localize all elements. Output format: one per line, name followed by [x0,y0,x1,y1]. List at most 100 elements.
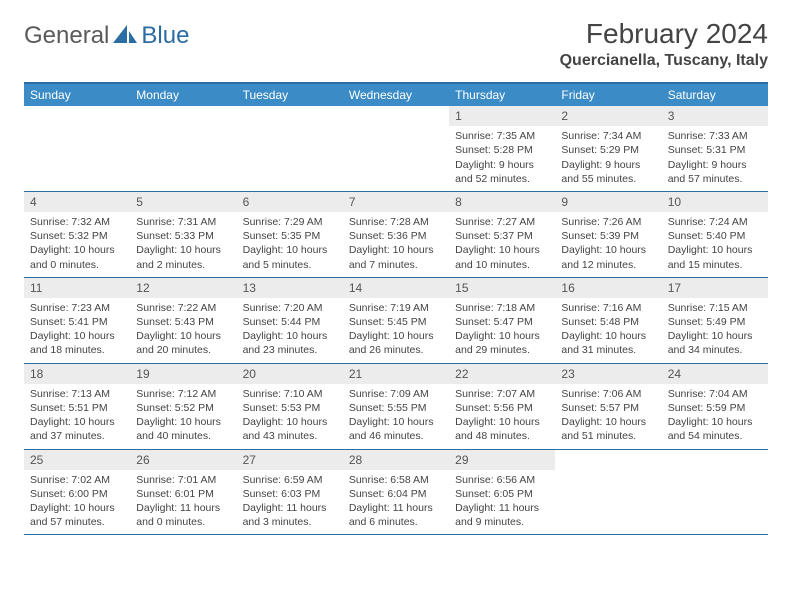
info-line: Sunrise: 7:09 AM [349,387,443,401]
info-line: Sunset: 5:31 PM [668,143,762,157]
day-cell: 0 [662,450,768,535]
info-line: Sunrise: 7:07 AM [455,387,549,401]
day-cell: 7Sunrise: 7:28 AMSunset: 5:36 PMDaylight… [343,192,449,277]
day-number: 22 [449,364,555,384]
day-cell: 25Sunrise: 7:02 AMSunset: 6:00 PMDayligh… [24,450,130,535]
info-line: and 18 minutes. [30,343,124,357]
day-info: Sunrise: 7:16 AMSunset: 5:48 PMDaylight:… [555,298,661,363]
info-line: Sunset: 5:51 PM [30,401,124,415]
day-number: 20 [237,364,343,384]
info-line: and 54 minutes. [668,429,762,443]
info-line: Sunset: 5:57 PM [561,401,655,415]
info-line: Sunrise: 7:27 AM [455,215,549,229]
info-line: Daylight: 10 hours [30,329,124,343]
day-number: 2 [555,106,661,126]
info-line: Sunrise: 7:20 AM [243,301,337,315]
info-line: Sunset: 5:55 PM [349,401,443,415]
info-line: Daylight: 10 hours [349,415,443,429]
info-line: and 2 minutes. [136,258,230,272]
day-info: Sunrise: 7:27 AMSunset: 5:37 PMDaylight:… [449,212,555,277]
header: General Blue February 2024 Quercianella,… [24,18,768,70]
info-line: Sunrise: 7:23 AM [30,301,124,315]
info-line: and 29 minutes. [455,343,549,357]
logo-sail-icon [113,23,139,50]
day-number: 8 [449,192,555,212]
info-line: Sunset: 5:32 PM [30,229,124,243]
week-row: 4Sunrise: 7:32 AMSunset: 5:32 PMDaylight… [24,192,768,278]
info-line: Daylight: 9 hours [455,158,549,172]
day-info: Sunrise: 7:24 AMSunset: 5:40 PMDaylight:… [662,212,768,277]
info-line: Sunrise: 7:29 AM [243,215,337,229]
day-number: 13 [237,278,343,298]
info-line: Daylight: 10 hours [668,243,762,257]
day-cell: 19Sunrise: 7:12 AMSunset: 5:52 PMDayligh… [130,364,236,449]
info-line: and 37 minutes. [30,429,124,443]
info-line: Sunset: 5:48 PM [561,315,655,329]
logo: General Blue [24,22,189,50]
week-row: 11Sunrise: 7:23 AMSunset: 5:41 PMDayligh… [24,278,768,364]
info-line: Daylight: 10 hours [455,329,549,343]
info-line: Sunset: 5:29 PM [561,143,655,157]
info-line: and 7 minutes. [349,258,443,272]
day-cell: 11Sunrise: 7:23 AMSunset: 5:41 PMDayligh… [24,278,130,363]
info-line: Sunset: 5:41 PM [30,315,124,329]
day-info: Sunrise: 7:15 AMSunset: 5:49 PMDaylight:… [662,298,768,363]
day-number: 6 [237,192,343,212]
info-line: Sunset: 5:39 PM [561,229,655,243]
info-line: Sunrise: 7:26 AM [561,215,655,229]
day-header: Friday [555,84,661,106]
info-line: Sunset: 6:00 PM [30,487,124,501]
day-info: Sunrise: 7:10 AMSunset: 5:53 PMDaylight:… [237,384,343,449]
day-number: 10 [662,192,768,212]
day-info: Sunrise: 7:26 AMSunset: 5:39 PMDaylight:… [555,212,661,277]
info-line: Sunrise: 7:28 AM [349,215,443,229]
info-line: Daylight: 9 hours [668,158,762,172]
info-line: Daylight: 11 hours [455,501,549,515]
day-info: Sunrise: 7:29 AMSunset: 5:35 PMDaylight:… [237,212,343,277]
info-line: and 6 minutes. [349,515,443,529]
info-line: Daylight: 10 hours [455,415,549,429]
info-line: Daylight: 10 hours [136,329,230,343]
info-line: Daylight: 10 hours [243,415,337,429]
day-info: Sunrise: 7:09 AMSunset: 5:55 PMDaylight:… [343,384,449,449]
info-line: Daylight: 10 hours [349,243,443,257]
info-line: Sunset: 5:49 PM [668,315,762,329]
info-line: Sunset: 5:59 PM [668,401,762,415]
info-line: Sunset: 5:52 PM [136,401,230,415]
day-cell: 16Sunrise: 7:16 AMSunset: 5:48 PMDayligh… [555,278,661,363]
day-info: Sunrise: 7:07 AMSunset: 5:56 PMDaylight:… [449,384,555,449]
info-line: and 40 minutes. [136,429,230,443]
day-cell: 5Sunrise: 7:31 AMSunset: 5:33 PMDaylight… [130,192,236,277]
day-number: 4 [24,192,130,212]
info-line: Sunrise: 7:15 AM [668,301,762,315]
info-line: Sunrise: 7:35 AM [455,129,549,143]
info-line: Sunrise: 7:02 AM [30,473,124,487]
info-line: Sunrise: 7:16 AM [561,301,655,315]
day-info: Sunrise: 7:28 AMSunset: 5:36 PMDaylight:… [343,212,449,277]
info-line: Sunrise: 7:24 AM [668,215,762,229]
info-line: Daylight: 10 hours [561,329,655,343]
day-info: Sunrise: 7:02 AMSunset: 6:00 PMDaylight:… [24,470,130,535]
info-line: Sunset: 5:36 PM [349,229,443,243]
info-line: Daylight: 10 hours [668,329,762,343]
info-line: and 31 minutes. [561,343,655,357]
info-line: Sunrise: 6:56 AM [455,473,549,487]
day-cell: 6Sunrise: 7:29 AMSunset: 5:35 PMDaylight… [237,192,343,277]
info-line: Sunset: 6:04 PM [349,487,443,501]
info-line: and 55 minutes. [561,172,655,186]
info-line: and 12 minutes. [561,258,655,272]
day-info: Sunrise: 6:56 AMSunset: 6:05 PMDaylight:… [449,470,555,535]
day-cell: 0 [237,106,343,191]
info-line: and 0 minutes. [136,515,230,529]
day-header-row: Sunday Monday Tuesday Wednesday Thursday… [24,84,768,106]
info-line: and 46 minutes. [349,429,443,443]
day-info: Sunrise: 7:31 AMSunset: 5:33 PMDaylight:… [130,212,236,277]
info-line: and 57 minutes. [30,515,124,529]
day-cell: 28Sunrise: 6:58 AMSunset: 6:04 PMDayligh… [343,450,449,535]
day-number: 27 [237,450,343,470]
day-number: 16 [555,278,661,298]
location: Quercianella, Tuscany, Italy [560,52,768,70]
info-line: Daylight: 10 hours [136,415,230,429]
info-line: Sunrise: 7:31 AM [136,215,230,229]
day-cell: 15Sunrise: 7:18 AMSunset: 5:47 PMDayligh… [449,278,555,363]
